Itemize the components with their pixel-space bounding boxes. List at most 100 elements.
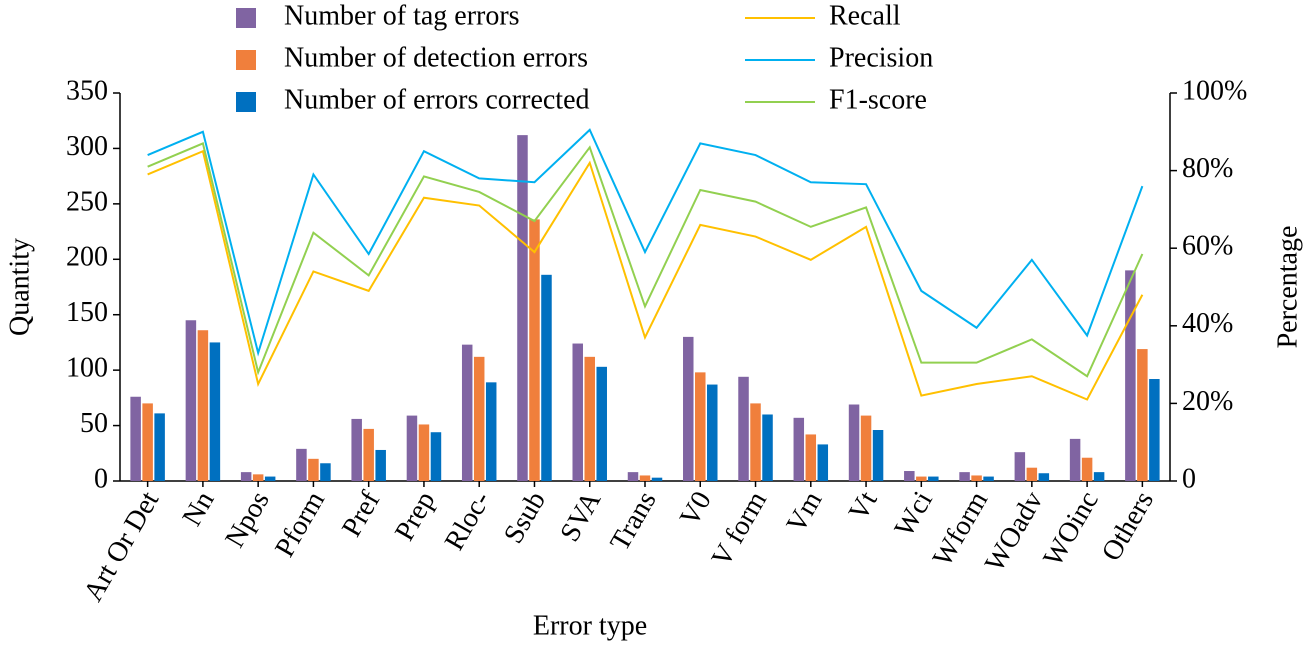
x-tick-label: Npos	[219, 486, 275, 553]
x-tick-label: V0	[674, 486, 718, 531]
bar	[1081, 457, 1093, 481]
y2-axis-label: Percentage	[1272, 226, 1303, 349]
bar	[651, 477, 663, 481]
bar	[517, 135, 528, 481]
bar	[264, 476, 276, 481]
y2-tick-label: 80%	[1182, 153, 1233, 184]
y2-tick-label: 100%	[1182, 75, 1247, 106]
bar	[793, 417, 805, 481]
legend-label: Number of errors corrected	[284, 84, 590, 115]
bar	[130, 396, 141, 481]
bar	[627, 472, 639, 481]
bar	[296, 448, 307, 481]
bar	[983, 476, 994, 481]
y-tick-label: 0	[94, 463, 108, 494]
line	[147, 128, 1144, 357]
bar	[541, 274, 552, 481]
y-tick-label: 250	[66, 186, 108, 217]
bar	[363, 428, 374, 481]
x-axis-label: Error type	[533, 610, 647, 641]
bar	[197, 330, 209, 481]
x-tick-label: Vm	[781, 486, 829, 538]
y-tick-label: 100	[66, 353, 108, 384]
x-tick-label: Prep	[389, 486, 442, 546]
bar	[916, 476, 927, 481]
bar	[750, 403, 761, 481]
bar	[1026, 467, 1038, 481]
bar	[1014, 452, 1026, 481]
bar	[461, 344, 473, 481]
bar	[596, 366, 607, 481]
y2-tick-label: 20%	[1182, 386, 1233, 417]
y-tick-label: 150	[66, 297, 108, 328]
y-tick-label: 350	[66, 75, 108, 106]
legend-label: Number of tag errors	[284, 0, 520, 31]
bar	[209, 342, 221, 481]
x-tick-label: Pform	[269, 486, 331, 562]
bar	[320, 463, 331, 481]
bar	[695, 372, 706, 481]
bar	[1069, 438, 1081, 481]
x-tick-label: Ssub	[498, 486, 552, 549]
x-tick-label: Nn	[177, 486, 221, 531]
bar	[406, 415, 418, 481]
legend-swatch	[236, 92, 256, 112]
x-tick-label: Rloc-	[439, 486, 497, 555]
x-tick-label: Others	[1096, 486, 1160, 566]
bar	[1125, 270, 1136, 481]
bar	[639, 475, 651, 481]
x-tick-label: Art Or Det	[78, 486, 166, 607]
y-tick-label: 300	[66, 131, 108, 162]
bar	[375, 449, 386, 481]
bar	[584, 356, 595, 481]
bar	[817, 444, 829, 481]
bar	[904, 471, 915, 481]
bar	[485, 382, 497, 481]
bar	[848, 404, 860, 481]
legend-swatch	[236, 50, 256, 70]
bar	[762, 414, 773, 481]
x-tick-label: WOinc	[1037, 486, 1104, 572]
legend-swatch	[236, 8, 256, 28]
bar	[142, 403, 153, 481]
bar	[971, 475, 982, 481]
bar	[860, 415, 872, 481]
bar	[959, 472, 970, 481]
bar	[707, 384, 718, 481]
x-tick-label: SVA	[554, 486, 607, 548]
y2-tick-label: 40%	[1182, 308, 1233, 339]
legend-label: Recall	[829, 0, 901, 31]
x-tick-label: Pref	[336, 486, 387, 542]
bar	[240, 472, 252, 481]
y-tick-label: 200	[66, 242, 108, 273]
bar	[430, 432, 442, 481]
line	[147, 142, 1144, 378]
bar	[928, 476, 939, 481]
line	[147, 149, 1144, 401]
bar	[872, 430, 884, 481]
bar	[529, 219, 540, 481]
bar	[252, 474, 264, 481]
bar	[351, 418, 362, 481]
bar	[805, 434, 817, 481]
bar	[154, 413, 165, 481]
x-tick-label: V form	[706, 486, 774, 572]
bar	[572, 343, 583, 481]
x-tick-label: Wci	[889, 486, 939, 542]
bar	[308, 458, 319, 481]
bar	[1137, 349, 1148, 481]
bar	[473, 356, 485, 481]
bar	[185, 320, 197, 481]
legend-label: F1-score	[829, 84, 927, 115]
x-tick-label: Vt	[843, 486, 884, 526]
bar	[683, 336, 694, 481]
bar	[1149, 379, 1160, 481]
y2-tick-label: 60%	[1182, 231, 1233, 262]
y-axis-label: Quantity	[4, 238, 35, 336]
bar	[1038, 473, 1050, 481]
y-tick-label: 50	[80, 408, 108, 439]
bar	[738, 376, 749, 481]
x-tick-label: Trans	[604, 486, 662, 556]
